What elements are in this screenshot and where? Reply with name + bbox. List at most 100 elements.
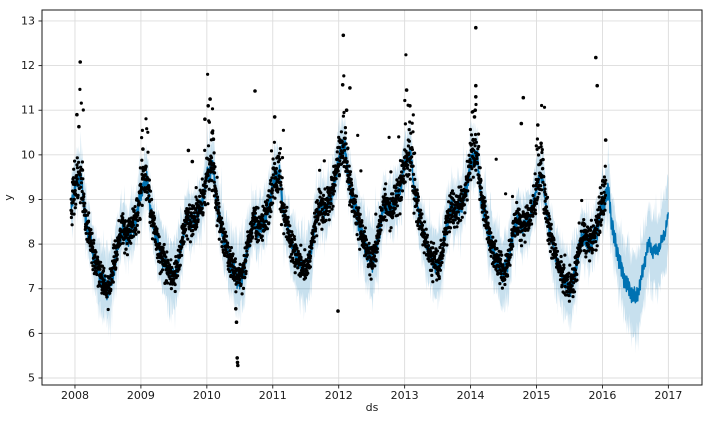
observation-point (542, 211, 546, 215)
observation-point (96, 265, 101, 269)
observation-point (433, 254, 437, 258)
observation-point (571, 295, 575, 299)
observation-point (426, 244, 431, 248)
observation-point (575, 278, 579, 282)
observation-point (567, 294, 571, 298)
observation-point (78, 173, 82, 177)
observation-point (98, 267, 102, 271)
observation-point (136, 213, 140, 217)
observation-point (413, 151, 417, 155)
observation-point (563, 284, 567, 289)
observation-point (423, 232, 427, 236)
observation-point (412, 185, 416, 189)
observation-point (331, 192, 335, 196)
observation-point (145, 190, 149, 194)
observation-point (253, 211, 257, 215)
observation-point (191, 228, 195, 233)
observation-point (146, 130, 150, 134)
observation-point (187, 203, 192, 207)
observation-point (604, 178, 608, 182)
observation-point (109, 287, 113, 291)
observation-point (290, 230, 294, 234)
observation-point (320, 197, 325, 201)
observation-point (213, 165, 217, 169)
observation-point (347, 164, 351, 168)
observation-point (462, 203, 466, 207)
observation-point (595, 227, 599, 231)
observation-point (102, 266, 106, 270)
observation-point (368, 251, 373, 255)
observation-point (337, 173, 341, 177)
observation-point (165, 264, 169, 268)
observation-point (87, 211, 91, 215)
observation-point (582, 218, 586, 222)
observation-point (315, 199, 319, 203)
observation-point (228, 249, 232, 253)
observation-point (325, 205, 329, 209)
observation-point (563, 253, 567, 257)
observation-point (404, 149, 408, 153)
observation-point (405, 166, 410, 170)
observation-point (320, 207, 324, 211)
observation-point (196, 214, 200, 218)
observation-point (596, 208, 600, 212)
observation-point (438, 245, 442, 250)
observation-point (510, 194, 515, 199)
observation-point (210, 179, 214, 183)
observation-point (452, 225, 457, 229)
observation-point (80, 160, 84, 164)
observation-point (140, 158, 144, 162)
observation-outlier-point (235, 356, 239, 360)
observation-point (158, 242, 162, 246)
observation-point (165, 281, 170, 285)
observation-point (262, 220, 266, 224)
observation-point (308, 254, 313, 258)
observation-point (230, 256, 234, 260)
observation-point (603, 202, 607, 206)
observation-point (270, 176, 274, 180)
observation-point (486, 215, 490, 219)
observation-point (146, 196, 150, 200)
observation-point (207, 187, 211, 191)
observation-point (124, 247, 128, 251)
observation-point (216, 198, 220, 202)
observation-point (131, 220, 135, 225)
observation-point (115, 257, 119, 261)
observation-point (170, 265, 174, 270)
observation-point (470, 167, 474, 171)
observation-point (452, 192, 456, 196)
observation-point (277, 151, 282, 155)
observation-point (342, 148, 347, 152)
y-tick-labels: 5 6 7 8 9 10 11 12 13 (21, 14, 35, 384)
observation-point (90, 261, 94, 265)
observation-point (525, 204, 529, 208)
observation-point (94, 250, 98, 254)
observation-point (220, 240, 224, 244)
observation-point (252, 222, 256, 226)
observation-point (544, 205, 549, 209)
observation-point (84, 225, 89, 229)
observation-point (542, 105, 547, 109)
observation-point (217, 201, 221, 205)
observation-point (569, 279, 573, 283)
observation-point (169, 258, 173, 262)
observation-point (125, 253, 129, 257)
observation-outlier-point (595, 83, 599, 88)
observation-point (565, 277, 570, 282)
observation-point (503, 259, 508, 263)
observation-point (140, 128, 144, 132)
observation-point (354, 194, 358, 198)
observation-point (254, 234, 258, 238)
observation-point (319, 191, 323, 195)
observation-point (72, 167, 76, 171)
observation-point (389, 205, 393, 209)
observation-point (73, 189, 77, 193)
observation-point (72, 197, 76, 201)
observation-point (133, 205, 137, 209)
observation-point (215, 224, 219, 228)
observation-point (542, 175, 546, 179)
observation-point (540, 148, 544, 152)
observation-point (212, 162, 216, 166)
observation-point (286, 220, 290, 224)
observation-point (261, 204, 265, 208)
